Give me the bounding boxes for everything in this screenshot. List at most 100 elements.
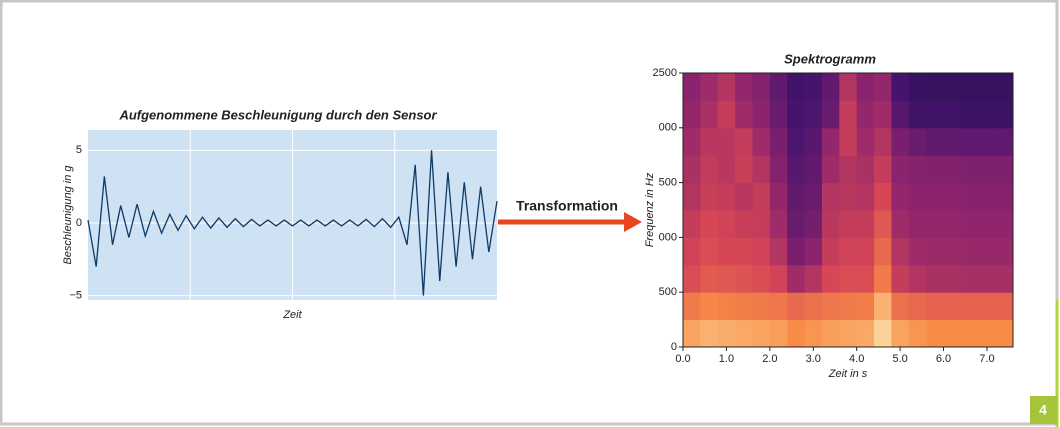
heat-cell: [805, 128, 823, 156]
chart-title: Spektrogramm: [784, 51, 876, 66]
y-tick-label: 5: [76, 144, 82, 156]
y-tick-label: 000: [659, 122, 677, 134]
heat-cell: [787, 155, 805, 183]
heat-cell: [735, 73, 753, 101]
y-tick-label: 500: [659, 177, 677, 189]
heat-cell: [996, 73, 1014, 101]
heat-cell: [839, 237, 857, 265]
figure-number: 4: [1039, 402, 1047, 418]
heat-cell: [891, 100, 909, 128]
y-tick-label: 000: [659, 231, 677, 243]
heat-cell: [822, 320, 840, 348]
heat-cell: [909, 100, 927, 128]
heat-cell: [752, 100, 770, 128]
heat-cell: [891, 183, 909, 211]
x-tick-label: 5.0: [892, 353, 907, 365]
heat-cell: [735, 292, 753, 320]
heat-cell: [805, 265, 823, 293]
heat-cell: [978, 292, 996, 320]
heat-cell: [787, 183, 805, 211]
heat-cell: [700, 100, 718, 128]
heat-cell: [891, 320, 909, 348]
heat-cell: [787, 237, 805, 265]
heat-cell: [770, 237, 788, 265]
heat-cell: [752, 73, 770, 101]
heat-cell: [961, 183, 979, 211]
heat-cell: [926, 155, 944, 183]
y-tick-label: 2500: [653, 67, 677, 79]
heat-cell: [787, 100, 805, 128]
heat-cell: [822, 128, 840, 156]
heat-cell: [700, 265, 718, 293]
heat-cell: [735, 265, 753, 293]
heat-cell: [718, 73, 736, 101]
heat-cell: [909, 128, 927, 156]
x-tick-label: 6.0: [936, 353, 951, 365]
heat-cell: [857, 237, 875, 265]
heat-cell: [891, 237, 909, 265]
heat-cell: [718, 292, 736, 320]
heat-cell: [978, 320, 996, 348]
heat-cell: [735, 320, 753, 348]
heat-cell: [718, 265, 736, 293]
heat-cell: [787, 320, 805, 348]
heat-cell: [961, 210, 979, 238]
heat-cell: [874, 265, 892, 293]
heat-cell: [944, 237, 962, 265]
heat-cell: [996, 265, 1014, 293]
heat-cell: [926, 210, 944, 238]
heat-cell: [961, 292, 979, 320]
y-tick-label: −5: [69, 290, 82, 302]
x-tick-label: 0.0: [675, 353, 690, 365]
heat-cell: [683, 292, 701, 320]
heat-cell: [978, 237, 996, 265]
heat-cell: [944, 100, 962, 128]
heat-cell: [822, 237, 840, 265]
x-tick-label: 1.0: [719, 353, 734, 365]
heat-cell: [839, 100, 857, 128]
heat-cell: [891, 73, 909, 101]
heat-cell: [735, 128, 753, 156]
heat-cell: [944, 128, 962, 156]
heat-cell: [996, 210, 1014, 238]
heat-cell: [735, 155, 753, 183]
figure: 4 Transformation −505Aufgenommene Beschl…: [0, 0, 1060, 427]
heat-cell: [909, 210, 927, 238]
heat-cell: [839, 128, 857, 156]
arrow-label: Transformation: [516, 198, 618, 214]
heat-cell: [770, 320, 788, 348]
heat-cell: [926, 320, 944, 348]
heat-cell: [735, 210, 753, 238]
heat-cell: [770, 210, 788, 238]
heat-cell: [700, 237, 718, 265]
heat-cell: [857, 183, 875, 211]
heat-cell: [683, 73, 701, 101]
heat-cell: [718, 155, 736, 183]
heat-cell: [839, 155, 857, 183]
heat-cell: [822, 155, 840, 183]
heat-cell: [909, 320, 927, 348]
heat-cell: [926, 265, 944, 293]
heat-cell: [839, 320, 857, 348]
heat-cell: [944, 73, 962, 101]
heat-cell: [839, 73, 857, 101]
y-tick-label: 0: [76, 217, 82, 229]
heat-cell: [700, 183, 718, 211]
heat-cell: [752, 128, 770, 156]
heat-cell: [718, 128, 736, 156]
heat-cell: [683, 155, 701, 183]
heat-cell: [961, 320, 979, 348]
heat-cell: [787, 210, 805, 238]
heat-cell: [805, 155, 823, 183]
heat-cell: [822, 292, 840, 320]
heat-cell: [996, 183, 1014, 211]
heat-cell: [683, 210, 701, 238]
heat-cell: [752, 237, 770, 265]
heat-cell: [683, 183, 701, 211]
heat-cell: [805, 183, 823, 211]
heat-cell: [961, 265, 979, 293]
x-axis-label: Zeit in s: [828, 368, 868, 380]
y-tick-label: 500: [659, 286, 677, 298]
heat-cell: [718, 183, 736, 211]
